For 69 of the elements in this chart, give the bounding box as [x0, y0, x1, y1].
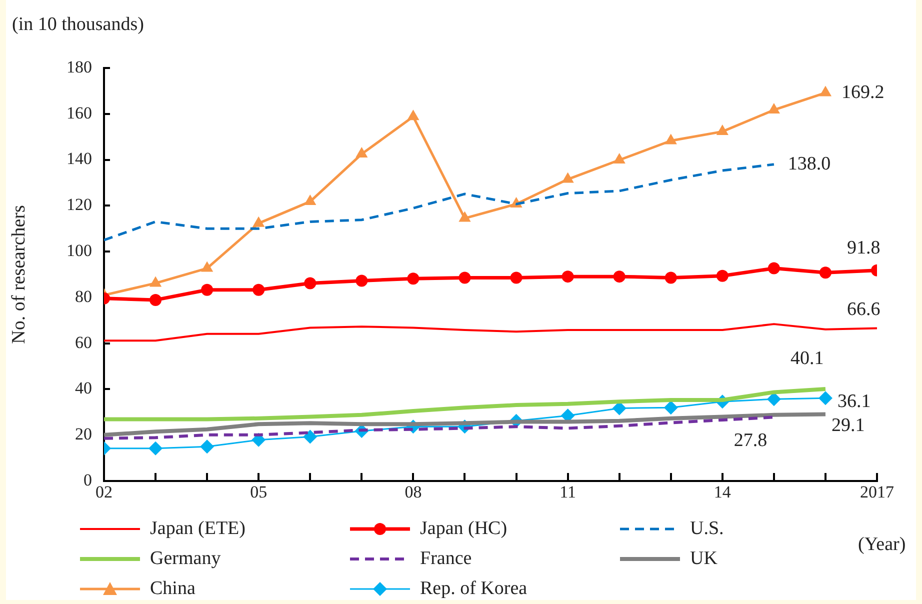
y-tick-label: 60: [75, 332, 92, 352]
y-tick-label: 120: [66, 195, 92, 214]
point: [819, 266, 832, 279]
point: [613, 153, 626, 164]
point: [149, 276, 162, 287]
point: [818, 391, 832, 406]
y-tick-label: 100: [66, 241, 92, 260]
point: [768, 262, 780, 274]
point: [304, 277, 316, 290]
y-tick-label: 20: [75, 424, 92, 444]
point: [148, 441, 163, 456]
point: [458, 272, 471, 284]
point: [150, 294, 162, 306]
x-tick-label: 11: [560, 482, 576, 502]
legend-label: Japan (ETE): [150, 518, 246, 540]
point: [303, 430, 318, 444]
point: [356, 274, 368, 287]
y-axis-title: No. of researchers: [8, 205, 30, 344]
point: [766, 392, 781, 406]
point: [304, 194, 316, 206]
point: [664, 134, 677, 144]
x-tick-label: 02: [96, 482, 112, 502]
point: [407, 272, 420, 285]
point: [200, 440, 214, 454]
text: (Year): [858, 534, 906, 556]
point: [819, 86, 832, 96]
point: [664, 400, 678, 415]
data-label: 36.1: [837, 391, 871, 412]
x-tick-label: 05: [250, 482, 268, 502]
y-tick-label: 40: [75, 378, 92, 398]
data-label: 169.2: [841, 82, 884, 103]
data-label: 40.1: [790, 348, 824, 369]
data-label: 66.6: [847, 299, 880, 320]
point: [716, 124, 728, 136]
y-tick-label: 0: [84, 470, 92, 490]
point: [664, 272, 677, 284]
data-label: 27.8: [734, 430, 768, 452]
point: [252, 216, 265, 227]
y-tick-label: 80: [75, 286, 92, 306]
data-label: 29.1: [831, 415, 865, 436]
line-series: [104, 163, 776, 242]
point: [562, 270, 574, 283]
y-tick-label: 140: [66, 149, 92, 168]
legend-label: Japan (HC): [420, 518, 508, 540]
point: [201, 261, 214, 272]
point: [356, 147, 368, 158]
legend-label: U.S.: [690, 518, 724, 540]
legend-label: Germany: [150, 548, 221, 570]
x-tick-label: 14: [714, 482, 732, 502]
legend-label: China: [150, 578, 196, 600]
point: [201, 284, 214, 296]
legend-label: UK: [690, 548, 718, 570]
legend-label: Rep. of Korea: [420, 578, 528, 600]
text: (in 10 thousands): [12, 14, 144, 36]
data-label: 138.0: [788, 153, 831, 174]
point: [407, 110, 420, 120]
x-tick-label: 2017: [860, 482, 894, 502]
point: [252, 284, 265, 296]
y-tick-label: 160: [66, 103, 92, 122]
point: [458, 211, 471, 222]
point: [613, 270, 626, 283]
data-label: 91.8: [847, 237, 880, 258]
y-tick-label: 180: [66, 57, 92, 76]
legend-label: France: [420, 548, 472, 570]
point: [768, 102, 780, 114]
x-tick-label: 08: [404, 482, 422, 502]
point: [562, 172, 574, 183]
point: [510, 272, 522, 284]
point: [716, 270, 728, 282]
